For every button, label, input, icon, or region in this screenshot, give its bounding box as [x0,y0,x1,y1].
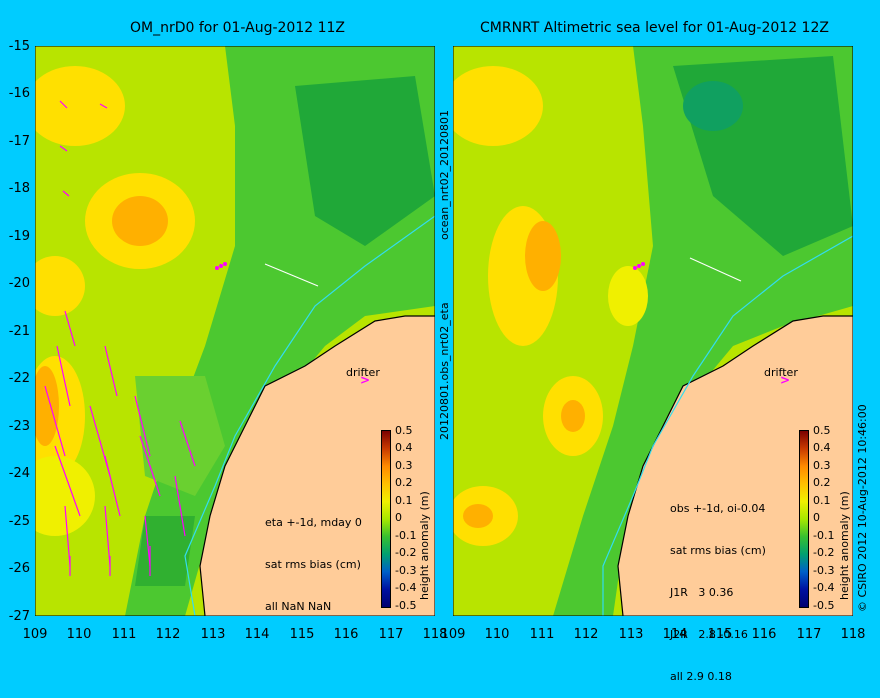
colorbar-tick: -0.2 [813,546,835,559]
colorbar-tick: -0.3 [813,564,835,577]
info-line: all NaN NaN [265,600,332,613]
left-colorbar-label: height anomaly (m) [418,491,431,600]
right-panel-title: CMRNRT Altimetric sea level for 01-Aug-2… [480,20,829,36]
colorbar-tick: -0.5 [395,599,417,612]
x-tick: 112 [155,627,181,642]
colorbar-tick: 0.2 [395,476,413,489]
colorbar-tick: -0.5 [813,599,835,612]
y-tick: -16 [8,86,30,101]
x-tick: 113 [200,627,226,642]
info-line: eta +-1d, mday 0 [265,516,362,529]
colorbar-tick: -0.2 [395,546,417,559]
y-tick: -22 [8,371,30,386]
x-tick: 113 [618,627,644,642]
x-tick: 114 [662,627,688,642]
right-drifter-label: drifter [764,366,798,379]
colorbar-gradient [381,430,391,608]
left-map-graphic [35,46,435,616]
info-line: sat rms bias (cm) [265,558,361,571]
x-tick: 112 [573,627,599,642]
colorbar-tick: 0.5 [395,424,413,437]
x-tick: 117 [796,627,822,642]
y-tick: -21 [8,324,30,339]
colorbar-tick: -0.4 [395,581,417,594]
x-tick: 110 [66,627,92,642]
x-tick: 115 [707,627,733,642]
colorbar-tick: -0.4 [813,581,835,594]
left-side-label-top: ocean_nrt02_20120801 [438,109,451,240]
colorbar-tick: -0.1 [395,529,417,542]
colorbar-tick: 0.4 [395,441,413,454]
right-map-panel [453,46,853,616]
x-tick: 109 [440,627,466,642]
x-tick: 111 [111,627,137,642]
y-tick: -27 [8,609,30,624]
colorbar-tick: 0.4 [813,441,831,454]
info-line: J2R 2.8 -0.16 [670,628,748,641]
left-panel-title: OM_nrD0 for 01-Aug-2012 11Z [130,20,345,36]
colorbar-tick: -0.3 [395,564,417,577]
x-tick: 118 [840,627,866,642]
left-info-box: eta +-1d, mday 0 sat rms bias (cm) all N… [265,488,362,628]
x-tick: 109 [22,627,48,642]
left-side-label-bottom: 20120801.obs_nrt02_eta [438,302,451,440]
y-tick: -15 [8,39,30,54]
info-line: sat rms bias (cm) [670,544,766,557]
colorbar-tick: 0.3 [395,459,413,472]
x-tick: 115 [289,627,315,642]
x-tick: 116 [333,627,359,642]
x-tick: 114 [244,627,270,642]
right-info-box: obs +-1d, oi-0.04 sat rms bias (cm) J1R … [670,474,766,698]
info-line: all 2.9 0.18 [670,670,732,683]
x-tick: 116 [751,627,777,642]
x-tick: 110 [484,627,510,642]
info-line: obs +-1d, oi-0.04 [670,502,766,515]
colorbar-tick: 0.5 [813,424,831,437]
colorbar-gradient [799,430,809,608]
colorbar-tick: 0 [395,511,402,524]
left-map-panel [35,46,435,616]
copyright-label: © CSIRO 2012 10-Aug-2012 10:46:00 [856,404,869,612]
colorbar-tick: 0.3 [813,459,831,472]
right-map-graphic [453,46,853,616]
colorbar-tick: 0.1 [395,494,413,507]
y-tick: -23 [8,419,30,434]
colorbar-tick: 0 [813,511,820,524]
right-drifter-arrow-icon: > [780,373,791,387]
y-tick: -20 [8,276,30,291]
y-tick: -19 [8,229,30,244]
right-colorbar-label: height anomaly (m) [838,491,851,600]
y-tick: -24 [8,466,30,481]
x-tick: 118 [422,627,448,642]
y-tick: -17 [8,134,30,149]
colorbar-tick: -0.1 [813,529,835,542]
x-tick: 111 [529,627,555,642]
y-tick: -18 [8,181,30,196]
left-drifter-arrow-icon: > [360,373,371,387]
colorbar-tick: 0.2 [813,476,831,489]
left-drifter-label: drifter [346,366,380,379]
x-tick: 117 [378,627,404,642]
y-tick: -26 [8,561,30,576]
y-tick: -25 [8,514,30,529]
info-line: J1R 3 0.36 [670,586,734,599]
colorbar-tick: 0.1 [813,494,831,507]
